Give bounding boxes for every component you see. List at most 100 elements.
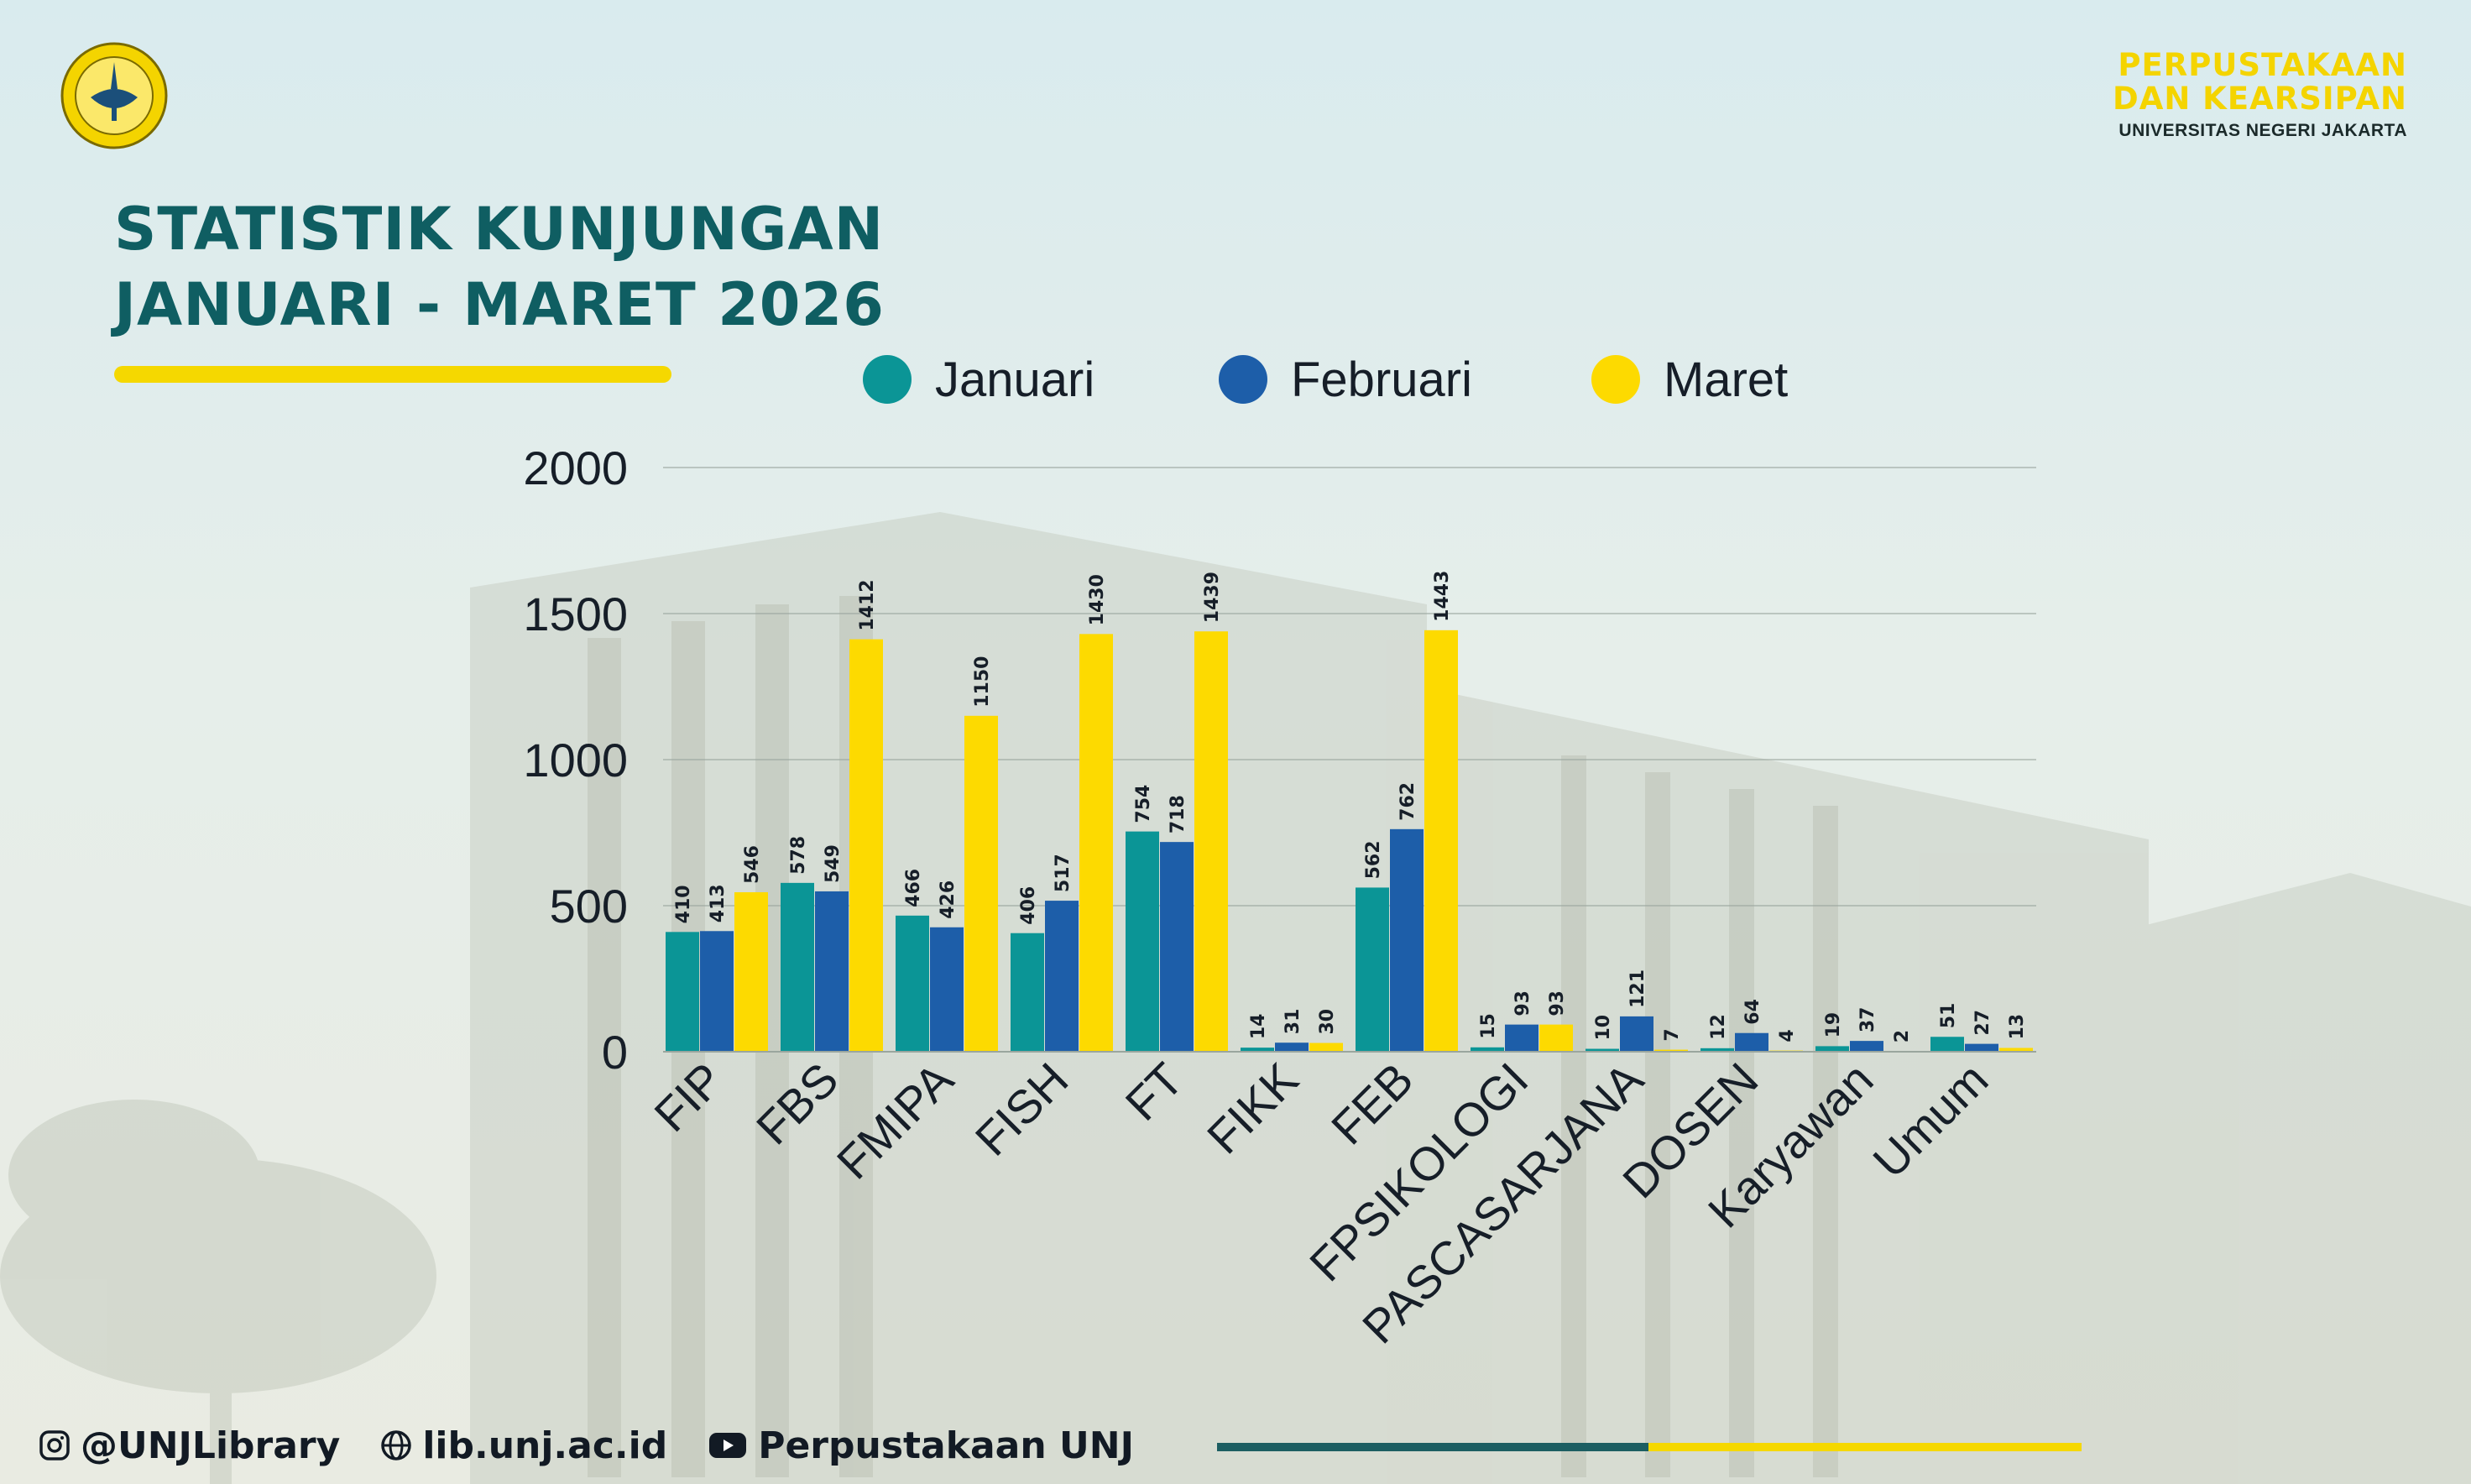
data-label: 93 xyxy=(1547,990,1568,1016)
x-tick-label-ft: FT xyxy=(1115,1053,1194,1131)
legend-label-januari: Januari xyxy=(935,352,1095,407)
bar-februari-fip xyxy=(700,931,734,1052)
bar-februari-karyawan xyxy=(1850,1041,1883,1052)
y-tick-label: 1000 xyxy=(523,734,628,786)
organization-name: PERPUSTAKAAN DAN KEARSIPAN UNIVERSITAS N… xyxy=(2113,49,2407,141)
y-tick-label: 0 xyxy=(602,1026,628,1079)
data-label: 410 xyxy=(673,885,694,923)
data-label: 51 xyxy=(1938,1003,1959,1029)
org-university-name: UNIVERSITAS NEGERI JAKARTA xyxy=(2118,121,2407,140)
x-tick-label-umum: Umum xyxy=(1862,1053,1998,1188)
data-label: 578 xyxy=(788,836,809,875)
footer-website[interactable]: lib.unj.ac.id xyxy=(380,1424,667,1467)
x-tick-label-fish: FISH xyxy=(965,1053,1079,1166)
title-line2: JANUARI - MARET 2026 xyxy=(114,270,885,339)
data-label: 517 xyxy=(1053,854,1074,892)
legend-item-maret: Maret xyxy=(1591,346,1788,413)
bar-februari-feb xyxy=(1390,828,1424,1052)
x-tick-label-fmipa: FMIPA xyxy=(827,1052,964,1189)
footer-youtube[interactable]: Perpustakaan UNJ xyxy=(708,1424,1134,1467)
data-label: 2 xyxy=(1892,1030,1913,1042)
x-tick-label-fbs: FBS xyxy=(746,1053,849,1155)
bar-januari-fikk xyxy=(1241,1048,1274,1052)
data-label: 31 xyxy=(1283,1009,1303,1035)
data-label: 37 xyxy=(1857,1006,1878,1032)
bar-maret-umum xyxy=(1999,1048,2033,1052)
data-label: 549 xyxy=(823,844,844,883)
bar-maret-feb xyxy=(1424,630,1458,1052)
data-label: 7 xyxy=(1662,1028,1683,1041)
data-label: 1150 xyxy=(972,656,993,708)
bar-maret-fpsikologi xyxy=(1539,1024,1573,1052)
bar-januari-ft xyxy=(1126,831,1159,1052)
bar-maret-ft xyxy=(1194,631,1228,1052)
bar-februari-fbs xyxy=(815,891,849,1052)
youtube-channel: Perpustakaan UNJ xyxy=(758,1424,1134,1467)
bar-maret-fmipa xyxy=(964,715,998,1052)
data-label: 12 xyxy=(1708,1014,1729,1040)
bar-januari-umum xyxy=(1930,1037,1964,1052)
x-tick-label-fikk: FIKK xyxy=(1197,1053,1309,1164)
legend-swatch-januari xyxy=(863,355,912,404)
youtube-icon xyxy=(709,1433,747,1458)
footer-divider-teal xyxy=(1217,1443,1648,1451)
legend-swatch-februari xyxy=(1219,355,1267,404)
page-title: STATISTIK KUNJUNGAN JANUARI - MARET 2026 xyxy=(114,191,885,342)
data-label: 10 xyxy=(1593,1015,1614,1041)
data-label: 762 xyxy=(1397,782,1418,821)
globe-icon xyxy=(381,1430,412,1460)
data-label: 64 xyxy=(1742,999,1763,1025)
x-tick-label-fip: FIP xyxy=(644,1053,733,1142)
data-label: 27 xyxy=(1972,1010,1993,1036)
data-label: 406 xyxy=(1018,886,1039,925)
bar-januari-fip xyxy=(666,932,699,1052)
x-tick-label-feb: FEB xyxy=(1321,1053,1424,1155)
data-label: 718 xyxy=(1168,795,1188,833)
bar-maret-fish xyxy=(1079,634,1113,1052)
data-label: 13 xyxy=(2007,1014,2028,1040)
data-label: 15 xyxy=(1478,1013,1499,1039)
bar-januari-feb xyxy=(1356,887,1389,1052)
footer: @UNJLibrary lib.unj.ac.id Perpustakaan U… xyxy=(39,1419,1174,1472)
bar-maret-fip xyxy=(734,891,768,1052)
bar-februari-umum xyxy=(1965,1043,1998,1052)
bar-januari-fbs xyxy=(781,882,814,1052)
org-name-line1: PERPUSTAKAAN xyxy=(2118,47,2407,83)
legend-item-januari: Januari xyxy=(863,346,1094,413)
bar-februari-fpsikologi xyxy=(1505,1024,1538,1052)
bar-januari-fmipa xyxy=(896,915,929,1052)
bar-januari-dosen xyxy=(1700,1048,1734,1052)
title-underline xyxy=(114,366,671,383)
data-label: 466 xyxy=(903,869,924,907)
footer-divider-yellow xyxy=(1648,1443,2082,1451)
website-url: lib.unj.ac.id xyxy=(422,1424,668,1467)
data-label: 1443 xyxy=(1432,571,1453,622)
data-label: 1412 xyxy=(857,579,878,630)
data-label: 4 xyxy=(1777,1029,1798,1042)
legend-item-februari: Februari xyxy=(1219,346,1472,413)
data-label: 546 xyxy=(742,845,763,884)
y-tick-label: 2000 xyxy=(523,442,628,494)
data-label: 754 xyxy=(1133,785,1154,823)
bar-maret-fikk xyxy=(1309,1042,1343,1052)
bar-februari-pascasarjana xyxy=(1620,1016,1653,1052)
bar-januari-fpsikologi xyxy=(1471,1047,1504,1052)
y-tick-label: 500 xyxy=(550,880,628,933)
data-label: 121 xyxy=(1627,969,1648,1008)
data-label: 413 xyxy=(708,884,729,922)
bar-januari-karyawan xyxy=(1815,1046,1849,1052)
bar-februari-dosen xyxy=(1735,1032,1768,1052)
bar-maret-fbs xyxy=(849,639,883,1052)
data-label: 1430 xyxy=(1087,574,1108,625)
y-tick-label: 1500 xyxy=(523,588,628,640)
footer-instagram[interactable]: @UNJLibrary xyxy=(39,1424,340,1467)
unj-emblem-icon xyxy=(60,42,168,149)
instagram-icon xyxy=(39,1430,70,1460)
bar-januari-pascasarjana xyxy=(1586,1048,1619,1052)
bar-februari-fikk xyxy=(1275,1042,1309,1052)
data-label: 1439 xyxy=(1202,572,1223,623)
data-label: 562 xyxy=(1363,840,1384,879)
bar-februari-ft xyxy=(1160,842,1194,1052)
